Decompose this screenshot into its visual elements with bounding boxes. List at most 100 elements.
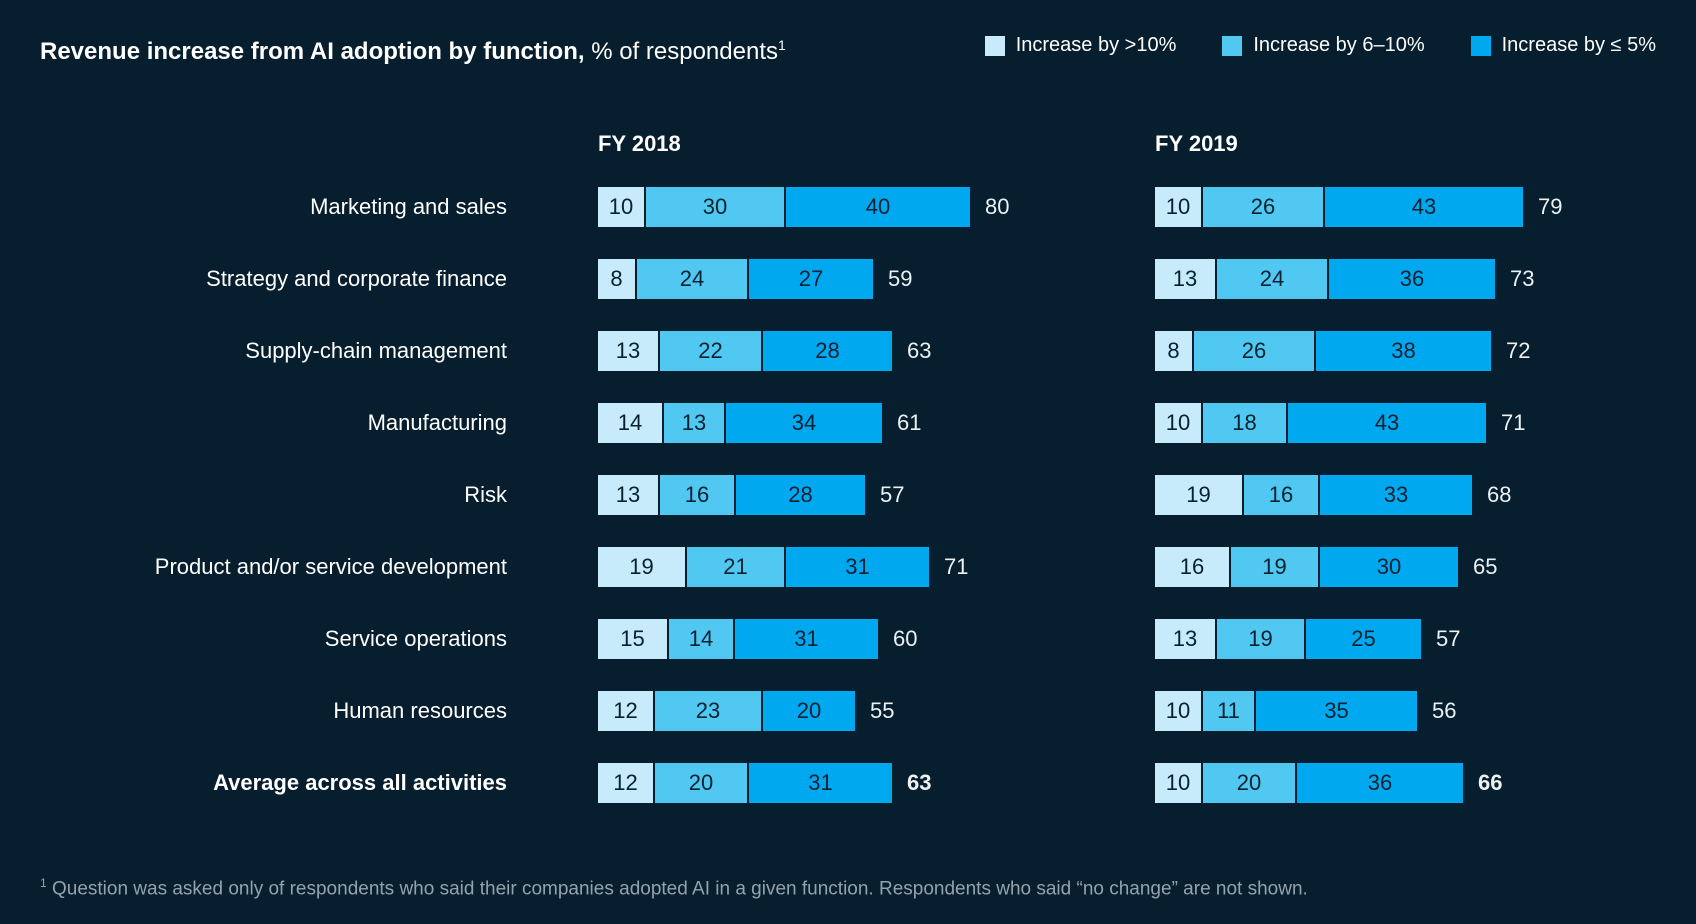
bar-segment: 13 (598, 475, 658, 515)
chart-title-normal: % of respondents (584, 38, 778, 65)
legend-item-0: Increase by >10% (984, 34, 1177, 57)
bar-segment: 27 (749, 259, 873, 299)
bar-segment: 14 (669, 619, 733, 659)
bar-segment: 10 (598, 187, 644, 227)
bar-group-fy2019: 10 26 43 79 (1155, 187, 1562, 227)
bar-total: 65 (1473, 554, 1498, 579)
bar-total: 80 (985, 194, 1010, 219)
bar-segment: 22 (660, 331, 761, 371)
bar-group-fy2019: 10 11 35 56 (1155, 691, 1456, 731)
category-label: Average across all activities (213, 770, 507, 795)
bar-group-fy2018: 12 23 20 55 (598, 691, 1155, 731)
bar-total: 60 (893, 626, 918, 651)
bar-total: 68 (1487, 482, 1512, 507)
bar-group-fy2018: 13 22 28 63 (598, 331, 1155, 371)
bar-total: 73 (1510, 266, 1535, 291)
bar-segment: 19 (1231, 547, 1318, 587)
bar-segment: 8 (1155, 331, 1192, 371)
category-label: Service operations (324, 626, 507, 651)
bar-segment: 35 (1256, 691, 1417, 731)
bar-segment: 19 (598, 547, 685, 587)
legend-item-1: Increase by 6–10% (1222, 34, 1425, 57)
category-label: Strategy and corporate finance (206, 266, 507, 291)
bar-group-fy2019: 13 24 36 73 (1155, 259, 1534, 299)
bar-segment: 28 (736, 475, 865, 515)
bar-group-fy2018: 13 16 28 57 (598, 475, 1155, 515)
bar-group-fy2019: 19 16 33 68 (1155, 475, 1511, 515)
column-headers: FY 2018 FY 2019 (40, 131, 1656, 157)
bar-group-fy2019: 13 19 25 57 (1155, 619, 1460, 659)
bar-total: 63 (907, 338, 932, 363)
category-label: Manufacturing (367, 410, 507, 435)
legend-label: Increase by >10% (1015, 34, 1177, 56)
bar-segment: 23 (655, 691, 761, 731)
bar-total: 79 (1538, 194, 1563, 219)
bar-segment: 11 (1203, 691, 1254, 731)
bar-segment: 34 (726, 403, 882, 443)
bar-group-fy2018: 10 30 40 80 (598, 187, 1155, 227)
bar-segment: 16 (1155, 547, 1229, 587)
bar-segment: 20 (655, 763, 747, 803)
category-label: Marketing and sales (310, 194, 507, 219)
bar-group-fy2018: 12 20 31 63 (598, 763, 1155, 803)
bar-segment: 43 (1288, 403, 1486, 443)
bar-segment: 8 (598, 259, 635, 299)
bar-segment: 30 (1320, 547, 1458, 587)
category-label: Human resources (333, 698, 507, 723)
bar-segment: 36 (1329, 259, 1495, 299)
bar-segment: 21 (687, 547, 784, 587)
bar-segment: 36 (1297, 763, 1463, 803)
bar-rows: Marketing and sales 10 30 40 80 10 26 43 79 Strat… (40, 187, 1656, 803)
bar-segment: 13 (1155, 619, 1215, 659)
footnote-marker: 1 (40, 875, 47, 890)
bar-segment: 13 (664, 403, 724, 443)
bar-segment: 26 (1203, 187, 1323, 227)
category-label: Product and/or service development (154, 554, 507, 579)
table-row: Service operations 15 14 31 60 13 19 25 57 (40, 619, 1656, 659)
category-label: Risk (464, 482, 507, 507)
bar-total: 63 (907, 770, 932, 795)
bar-segment: 30 (646, 187, 784, 227)
chart-title-bold: Revenue increase from AI adoption by fun… (40, 38, 585, 65)
bar-segment: 15 (598, 619, 667, 659)
bar-segment: 19 (1217, 619, 1304, 659)
bar-segment: 33 (1320, 475, 1472, 515)
chart-title: Revenue increase from AI adoption by fun… (40, 28, 786, 69)
bar-segment: 16 (660, 475, 734, 515)
bar-total: 56 (1432, 698, 1457, 723)
chart-title-footnote-marker: 1 (777, 37, 786, 53)
bar-segment: 12 (598, 691, 653, 731)
bar-segment: 28 (763, 331, 892, 371)
legend: Increase by >10% Increase by 6–10% Increas… (984, 28, 1656, 57)
bar-segment: 24 (1217, 259, 1327, 299)
column-header-fy2019: FY 2019 (1155, 131, 1238, 156)
chart-header: Revenue increase from AI adoption by fun… (40, 28, 1656, 69)
table-row: Human resources 12 23 20 55 10 11 35 56 (40, 691, 1656, 731)
table-row: Marketing and sales 10 30 40 80 10 26 43 79 (40, 187, 1656, 227)
bar-segment: 31 (735, 619, 878, 659)
bar-segment: 43 (1325, 187, 1523, 227)
legend-item-2: Increase by ≤ 5% (1470, 34, 1656, 57)
bar-segment: 10 (1155, 763, 1201, 803)
table-row: Risk 13 16 28 57 19 16 33 68 (40, 475, 1656, 515)
bar-group-fy2019: 16 19 30 65 (1155, 547, 1497, 587)
bar-segment: 24 (637, 259, 747, 299)
bar-segment: 31 (749, 763, 892, 803)
bar-total: 59 (888, 266, 913, 291)
bar-total: 71 (1501, 410, 1526, 435)
bar-total: 66 (1478, 770, 1503, 795)
column-header-fy2018: FY 2018 (598, 131, 681, 156)
bar-group-fy2019: 10 18 43 71 (1155, 403, 1525, 443)
bar-group-fy2018: 8 24 27 59 (598, 259, 1155, 299)
bar-group-fy2018: 19 21 31 71 (598, 547, 1155, 587)
legend-swatch-icon (1222, 35, 1243, 56)
legend-label: Increase by 6–10% (1253, 34, 1425, 56)
bar-segment: 20 (763, 691, 855, 731)
footnote: 1 Question was asked only of respondents… (40, 876, 1308, 900)
bar-segment: 12 (598, 763, 653, 803)
bar-segment: 18 (1203, 403, 1286, 443)
legend-swatch-icon (984, 35, 1005, 56)
bar-segment: 38 (1316, 331, 1491, 371)
bar-segment: 19 (1155, 475, 1242, 515)
